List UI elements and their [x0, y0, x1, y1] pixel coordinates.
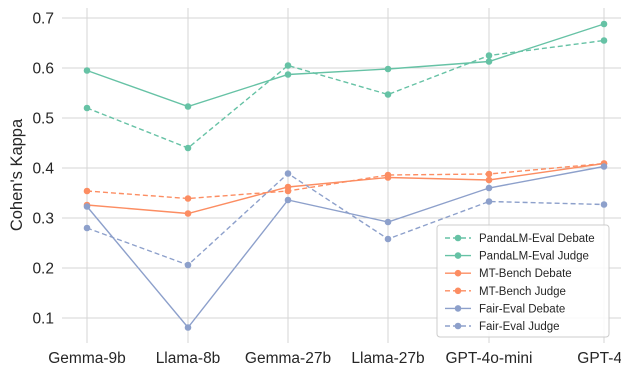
data-point	[384, 65, 392, 73]
data-point	[83, 187, 91, 195]
data-point	[600, 20, 608, 28]
y-tick-label: 0.2	[32, 261, 54, 278]
x-tick-label: Gemma-27b	[245, 350, 331, 366]
legend-item: Fair-Eval Judge	[445, 321, 560, 333]
data-point	[600, 201, 608, 208]
legend-marker	[454, 269, 462, 277]
data-point	[384, 91, 392, 98]
data-point	[284, 62, 292, 69]
series-line	[86, 162, 605, 215]
data-point	[485, 184, 493, 192]
legend-label: Fair-Eval Debate	[479, 303, 565, 315]
data-point	[184, 210, 192, 217]
y-tick-labels: 0.1 0.2 0.3 0.4 0.5 0.6 0.7	[32, 11, 54, 328]
y-axis-label: Cohen's Kappa	[8, 118, 26, 231]
series-mt-bench-debate	[83, 160, 608, 217]
legend: PandaLM-Eval Debate PandaLM-Eval Judge MT-…	[436, 224, 610, 338]
data-point	[184, 195, 192, 202]
data-point	[384, 235, 392, 243]
series-lines	[83, 20, 608, 331]
y-tick-label: 0.5	[32, 111, 54, 128]
data-point	[284, 187, 292, 195]
series-fair-eval-judge	[83, 170, 608, 269]
data-point	[284, 170, 292, 177]
data-point	[485, 58, 493, 65]
series-pandalm-eval-judge	[83, 20, 608, 110]
y-tick-label: 0.6	[32, 61, 54, 78]
y-tick-label: 0.7	[32, 11, 54, 28]
data-point	[384, 218, 392, 226]
legend-marker	[454, 234, 462, 242]
data-point	[485, 198, 493, 205]
data-point	[600, 37, 608, 44]
data-point	[83, 104, 91, 112]
data-point	[83, 224, 91, 232]
data-point	[485, 176, 493, 184]
legend-item: MT-Bench Judge	[445, 286, 566, 298]
data-point	[184, 261, 192, 269]
legend-marker	[454, 305, 462, 312]
legend-label: PandaLM-Eval Judge	[479, 251, 589, 263]
legend-item: PandaLM-Eval Debate	[445, 233, 595, 245]
legend-item: MT-Bench Debate	[445, 268, 572, 280]
data-point	[184, 144, 192, 152]
legend-label: Fair-Eval Judge	[479, 321, 560, 333]
y-tick-label: 0.4	[32, 161, 54, 178]
data-point	[600, 163, 608, 170]
data-point	[485, 52, 493, 59]
data-point	[83, 203, 91, 210]
data-point	[384, 171, 392, 179]
legend-label: MT-Bench Judge	[479, 286, 566, 298]
series-line	[86, 39, 605, 149]
series-line	[86, 165, 605, 329]
series-fair-eval-debate	[83, 163, 608, 331]
legend-marker	[454, 322, 462, 330]
x-tick-label: GPT-4o-mini	[446, 350, 533, 366]
x-tick-label: Llama-8b	[156, 350, 221, 366]
data-point	[284, 196, 292, 204]
x-tick-label: Llama-27b	[351, 350, 424, 366]
x-tick-label: GPT-4o	[577, 350, 621, 366]
y-tick-label: 0.1	[32, 311, 54, 328]
data-point	[184, 324, 192, 331]
legend-marker	[454, 287, 462, 295]
x-tick-label: Gemma-9b	[48, 350, 126, 366]
legend-frame	[436, 224, 610, 338]
data-point	[184, 103, 192, 110]
legend-label: MT-Bench Debate	[479, 268, 572, 280]
series-pandalm-eval-debate	[83, 37, 608, 152]
legend-item: PandaLM-Eval Judge	[445, 251, 589, 263]
legend-marker	[454, 252, 462, 259]
legend-label: PandaLM-Eval Debate	[479, 233, 595, 245]
data-point	[83, 67, 91, 74]
series-line	[86, 162, 605, 200]
y-tick-label: 0.3	[32, 211, 54, 228]
series-line	[86, 23, 605, 108]
series-line	[86, 172, 605, 266]
data-point	[284, 71, 292, 78]
legend-item: Fair-Eval Debate	[445, 303, 565, 315]
x-tick-labels: Gemma-9b Llama-8b Gemma-27b Llama-27b GPT-4o…	[48, 350, 621, 366]
data-point	[485, 170, 493, 178]
